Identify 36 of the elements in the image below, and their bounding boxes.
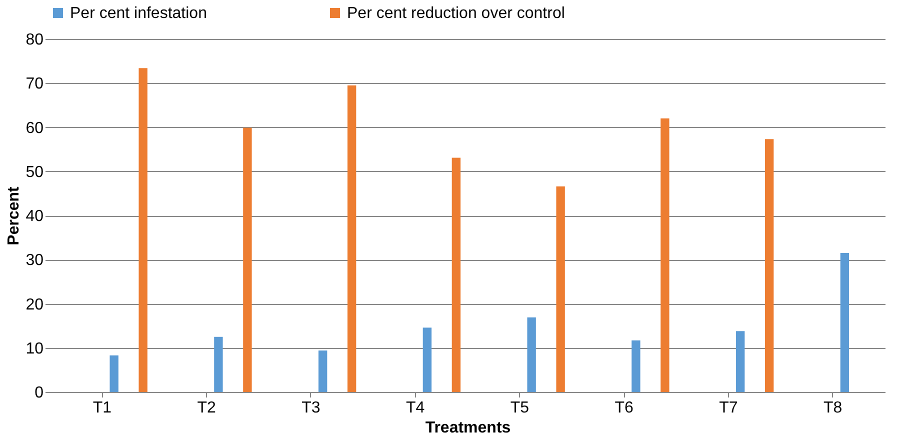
bar [243,128,252,392]
x-tick-label: T1 [92,400,112,416]
y-tick-label: 0 [34,384,44,402]
bar [452,158,461,392]
y-tick-label: 10 [26,340,44,358]
bar [840,253,850,392]
x-axis-title: Treatments [425,420,511,436]
x-tick-label: T7 [719,400,738,416]
bar [736,331,745,392]
bar [110,355,118,392]
y-tick-label: 80 [26,32,44,48]
y-tick-label: 20 [26,296,44,314]
y-tick-label: 50 [26,164,44,181]
y-tick-label: 30 [26,252,44,270]
y-tick-label: 40 [26,208,44,225]
bar [632,340,640,392]
legend-label: Per cent infestation [70,5,207,22]
y-tick-label: 60 [26,120,44,137]
bar [318,350,328,392]
x-tick-label: T2 [197,400,216,416]
bar [660,118,670,392]
bar [527,317,536,392]
x-tick-label: T4 [406,400,425,416]
bar [764,139,774,392]
x-tick-label: T3 [302,400,320,416]
x-tick-label: T8 [823,400,842,416]
bar [347,85,356,392]
y-axis-title: Percent [6,186,23,246]
bar [556,186,565,392]
legend-label: Per cent reduction over control [347,5,565,22]
x-tick-label: T6 [614,400,634,416]
y-tick-label: 70 [26,76,44,93]
x-tick-label: T5 [510,400,530,416]
bar [422,328,432,392]
bar [214,336,223,392]
bar [138,68,148,392]
